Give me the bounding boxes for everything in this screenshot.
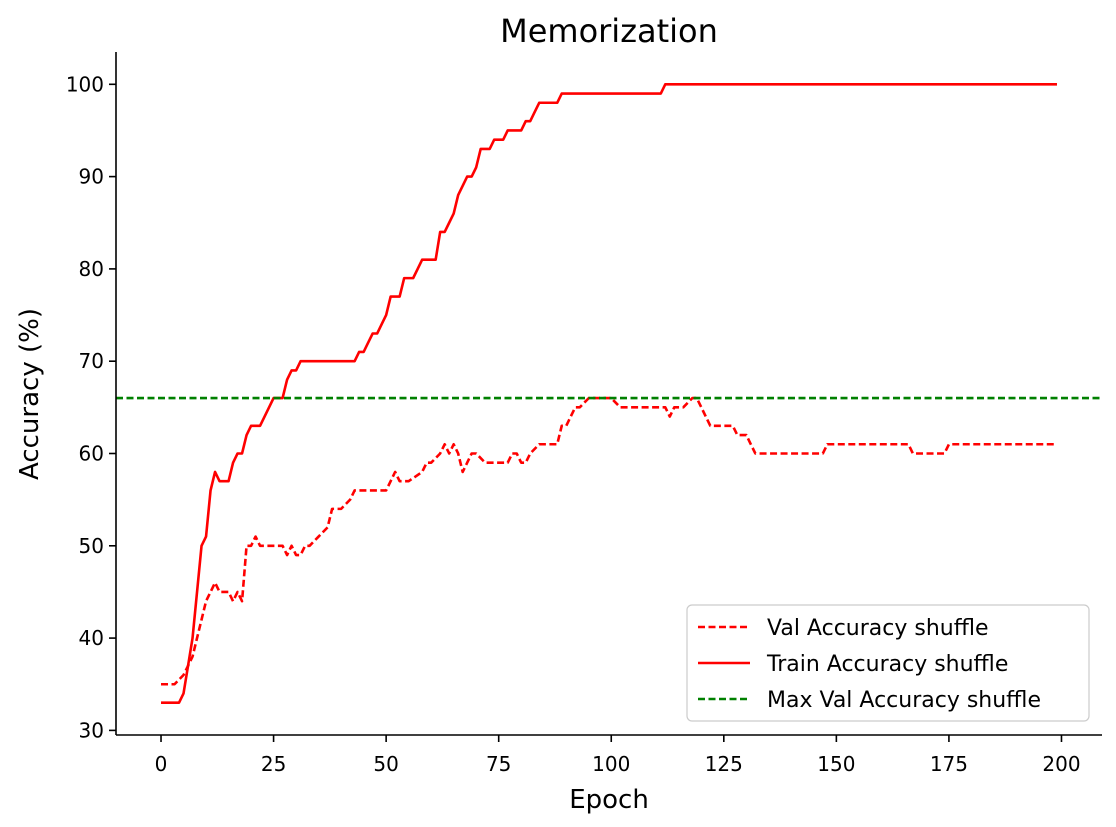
y-axis-ticks: 30 40 50 60 70 80 90 100	[66, 72, 116, 742]
y-tick-label: 30	[79, 718, 104, 742]
plot-area	[116, 83, 1102, 705]
y-tick-label: 60	[79, 441, 104, 465]
x-tick-label: 0	[155, 752, 168, 776]
legend-label-2: Train Accuracy shuffle	[766, 652, 1008, 677]
series-line-2	[161, 83, 1057, 705]
x-tick-label: 75	[486, 752, 511, 776]
x-tick-label: 50	[373, 752, 398, 776]
legend-label-1: Val Accuracy shuffle	[767, 616, 989, 641]
chart-title: Memorization	[500, 12, 718, 50]
x-tick-label: 125	[705, 752, 743, 776]
x-tick-label: 175	[930, 752, 968, 776]
x-tick-label: 150	[817, 752, 855, 776]
y-tick-label: 50	[79, 534, 104, 558]
y-axis-label: Accuracy (%)	[15, 308, 45, 480]
x-tick-label: 100	[592, 752, 630, 776]
x-tick-label: 200	[1042, 752, 1080, 776]
y-tick-label: 40	[79, 626, 104, 650]
series-line-1	[161, 396, 1057, 686]
y-tick-label: 70	[79, 349, 104, 373]
y-tick-label: 100	[66, 72, 104, 96]
y-tick-label: 80	[79, 257, 104, 281]
legend-label-3: Max Val Accuracy shuffle	[767, 688, 1041, 713]
x-tick-label: 25	[261, 752, 286, 776]
y-tick-label: 90	[79, 165, 104, 189]
x-axis-label: Epoch	[569, 785, 649, 815]
legend: Val Accuracy shuffle Train Accuracy shuff…	[686, 604, 1090, 722]
legend-box	[686, 604, 1090, 722]
x-axis-ticks: 0 25 50 75 100 125 150 175 200	[155, 735, 1081, 776]
